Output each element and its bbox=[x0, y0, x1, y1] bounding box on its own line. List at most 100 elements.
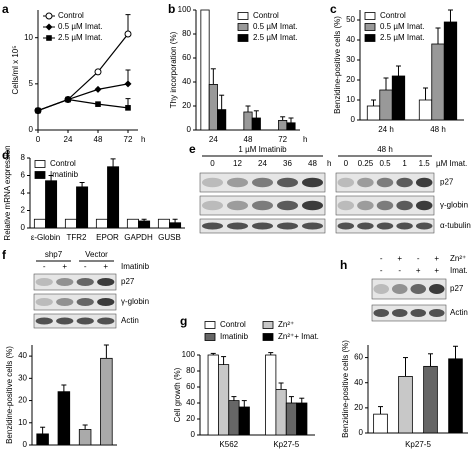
bar bbox=[431, 43, 445, 121]
y-tick-label: 80 bbox=[182, 29, 191, 38]
bar bbox=[138, 220, 151, 229]
x-axis-label: h bbox=[303, 135, 307, 144]
y-tick-label: 100 bbox=[182, 350, 196, 359]
legend-swatch bbox=[204, 333, 216, 341]
y-tick-label: 30 bbox=[346, 55, 355, 64]
blot-band bbox=[337, 222, 355, 230]
blot-band bbox=[76, 278, 94, 286]
blot-strip bbox=[371, 278, 447, 300]
blot-band bbox=[97, 298, 115, 306]
lane-label: 0.25 bbox=[358, 159, 374, 168]
bar bbox=[265, 354, 277, 436]
blot-band bbox=[97, 317, 115, 325]
y-tick-label: 60 bbox=[186, 382, 195, 391]
y-tick-label: 20 bbox=[346, 75, 355, 84]
panel-letter: b bbox=[168, 2, 175, 16]
blot-strip bbox=[371, 304, 447, 322]
bar bbox=[398, 376, 413, 434]
legend-swatch bbox=[262, 333, 274, 341]
legend-label: Imatinib bbox=[220, 332, 249, 341]
panel-letter: d bbox=[2, 148, 9, 162]
x-tick-label: TFR2 bbox=[67, 233, 88, 242]
y-tick-label: 4 bbox=[21, 188, 26, 197]
condition-label: Zn²⁺ bbox=[450, 254, 466, 263]
row-label: Actin bbox=[121, 316, 139, 325]
panel-letter: a bbox=[2, 2, 9, 16]
lane-label: 12 bbox=[233, 159, 242, 168]
y-tick-label: 80 bbox=[186, 366, 195, 375]
x-tick-label: 72 bbox=[124, 135, 133, 144]
legend-label: Control bbox=[253, 11, 279, 20]
lane-unit: h bbox=[327, 159, 331, 168]
legend-label: Control bbox=[380, 11, 406, 20]
bar bbox=[391, 75, 406, 121]
legend-swatch bbox=[364, 23, 376, 31]
group-title: Vector bbox=[85, 250, 108, 259]
y-tick-label: 2 bbox=[21, 206, 26, 215]
y-tick-label: 0 bbox=[191, 430, 196, 439]
panel-letter: h bbox=[340, 258, 347, 272]
y-axis-label: Cell growth (%) bbox=[173, 367, 182, 422]
y-tick-label: 20 bbox=[18, 396, 27, 405]
blot-band bbox=[56, 278, 74, 286]
blot-band bbox=[227, 222, 248, 230]
bar bbox=[217, 364, 230, 436]
blot-band bbox=[396, 177, 413, 188]
row-label: p27 bbox=[450, 284, 464, 293]
blot-band bbox=[428, 309, 445, 317]
bar bbox=[57, 391, 71, 446]
y-tick-label: 40 bbox=[346, 35, 355, 44]
blot-band bbox=[302, 200, 323, 211]
lane-label: 0.5 bbox=[379, 159, 391, 168]
x-tick-label: 72 bbox=[278, 135, 287, 144]
x-tick-label: Kp27-5 bbox=[273, 440, 299, 449]
blot-strip bbox=[33, 313, 117, 329]
y-axis-label: Cells/ml x 10⁵ bbox=[11, 45, 20, 94]
marker bbox=[95, 101, 101, 107]
blot-band bbox=[415, 177, 433, 188]
blot-band bbox=[56, 317, 74, 325]
blot-band bbox=[202, 222, 223, 230]
y-tick-label: 10 bbox=[24, 33, 33, 42]
row-label: p27 bbox=[121, 277, 135, 286]
marker bbox=[65, 96, 71, 103]
bar bbox=[423, 365, 438, 434]
bar bbox=[228, 400, 240, 436]
legend-label: 0.5 µM Imat. bbox=[380, 22, 425, 31]
condition-label: Imatinib bbox=[121, 262, 150, 271]
lane-unit: µM Imat. bbox=[436, 159, 467, 168]
condition-sign: - bbox=[84, 262, 87, 271]
bar bbox=[207, 354, 219, 436]
blot-band bbox=[302, 222, 323, 230]
legend-swatch bbox=[204, 321, 216, 329]
legend-label: Control bbox=[220, 320, 246, 329]
y-axis-label: Benzidine-positive cells (%) bbox=[333, 16, 342, 114]
x-tick-label: 48 bbox=[244, 135, 253, 144]
legend-label: Control bbox=[50, 159, 76, 168]
blot-band bbox=[202, 177, 223, 188]
y-tick-label: 20 bbox=[182, 101, 191, 110]
blot-band bbox=[391, 309, 408, 317]
marker bbox=[35, 107, 41, 114]
legend-label: 2.5 µM Imat. bbox=[380, 33, 425, 42]
x-axis-label: h bbox=[141, 135, 145, 144]
y-tick-label: 100 bbox=[178, 5, 192, 14]
blot-band bbox=[357, 222, 374, 230]
y-axis-label: Thy incorporation (%) bbox=[169, 31, 178, 108]
group-title: shp7 bbox=[45, 250, 63, 259]
panel-letter: f bbox=[2, 248, 7, 262]
legend-label: 2.5 µM Imat. bbox=[253, 33, 298, 42]
bar bbox=[366, 105, 381, 121]
marker bbox=[124, 80, 132, 88]
row-label: γ-globin bbox=[440, 201, 468, 210]
x-tick-label: 48 h bbox=[430, 125, 446, 134]
bar bbox=[33, 218, 46, 229]
blot-band bbox=[97, 278, 115, 286]
lane-label: 24 bbox=[258, 159, 267, 168]
bar bbox=[243, 111, 253, 131]
y-tick-label: 40 bbox=[182, 77, 191, 86]
blot-band bbox=[252, 222, 273, 230]
panel-letter: e bbox=[189, 142, 196, 156]
bar bbox=[76, 186, 89, 229]
blot-band bbox=[337, 200, 355, 211]
